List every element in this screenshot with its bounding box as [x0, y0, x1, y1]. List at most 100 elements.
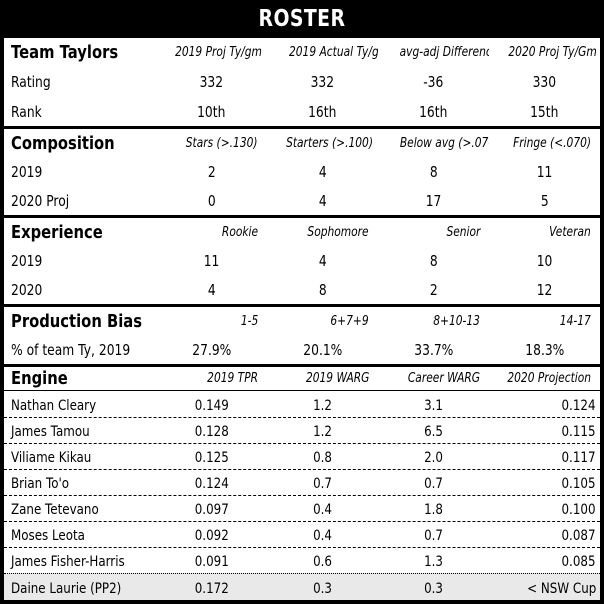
column-header: 2019 WARG — [305, 371, 369, 386]
column-header: Rookie — [221, 224, 258, 240]
cell-value: 0.3 — [424, 580, 443, 597]
row-label: 2020 — [11, 281, 43, 299]
column-header: avg-adj Difference — [399, 44, 489, 60]
section-label: Team Taylors — [11, 41, 119, 63]
column-header: 1-5 — [240, 313, 258, 329]
section-divider — [4, 364, 600, 367]
column-header: 2020 Projection — [507, 371, 592, 386]
cell-value: 11 — [203, 252, 220, 270]
table-row: 2019 11 4 8 10 — [4, 246, 600, 275]
player-name: Moses Leota — [11, 528, 85, 544]
column-header: 2019 Actual Ty/gm — [288, 44, 378, 60]
cell-value: 2 — [207, 163, 216, 181]
player-name: Zane Tetevano — [11, 502, 99, 518]
player-row: James Fisher-Harris 0.091 0.6 1.3 0.085 — [4, 547, 600, 573]
cell-value: 1.3 — [424, 554, 443, 570]
cell-value: 10 — [536, 252, 553, 270]
cell-value: 332 — [310, 73, 335, 91]
cell-value: 0.087 — [561, 528, 596, 544]
cell-value: 0.128 — [194, 424, 229, 440]
cell-value: 11 — [536, 163, 553, 181]
section-divider — [4, 304, 600, 307]
row-label: Rank — [11, 103, 42, 121]
cell-value: 17 — [425, 192, 442, 210]
cell-value: 33.7% — [413, 341, 454, 359]
player-name: James Tamou — [11, 424, 90, 440]
player-row: Moses Leota 0.092 0.4 0.7 0.087 — [4, 521, 600, 547]
player-name: Brian To'o — [11, 476, 70, 492]
cell-value: 0 — [207, 192, 216, 210]
cell-value: 0.7 — [424, 476, 443, 492]
column-header: Senior — [446, 224, 480, 240]
column-header: 8+10-13 — [433, 313, 480, 329]
cell-value: 8 — [318, 281, 327, 299]
cell-value: 6.5 — [424, 424, 443, 440]
cell-value: 1.2 — [313, 397, 332, 414]
table-row: Rank 10th 16th 16th 15th — [4, 97, 600, 126]
cell-value: 332 — [199, 73, 224, 91]
cell-value: 4 — [318, 192, 327, 210]
cell-value: 1.8 — [424, 502, 443, 518]
table-title-bar: ROSTER — [4, 0, 600, 38]
table-row: % of team Ty, 2019 27.9% 20.1% 33.7% 18.… — [4, 335, 600, 364]
cell-value: 4 — [207, 281, 216, 299]
cell-value: 16th — [308, 103, 337, 121]
column-header: 2019 TPR — [207, 371, 258, 386]
column-header: 2019 Proj Ty/gm — [175, 44, 262, 60]
cell-value: 0.149 — [194, 397, 229, 414]
player-row: Viliame Kikau 0.125 0.8 2.0 0.117 — [4, 443, 600, 469]
section-label: Production Bias — [11, 310, 143, 332]
cell-value: 5 — [540, 192, 549, 210]
cell-value: 4 — [318, 252, 327, 270]
cell-value: 0.8 — [313, 450, 332, 466]
column-header: Below avg (>.070) — [399, 135, 489, 151]
section-header-production-bias: Production Bias 1-5 6+7+9 8+10-13 14-17 — [4, 307, 600, 335]
cell-value: 20.1% — [302, 341, 343, 359]
cell-value: 1.2 — [313, 424, 332, 440]
column-header: Veteran — [549, 224, 591, 240]
cell-value: 0.172 — [194, 580, 229, 597]
cell-value: 18.3% — [524, 341, 565, 359]
cell-value: 0.6 — [313, 554, 332, 570]
cell-value: 0.105 — [561, 476, 596, 492]
column-header: Starters (>.100) — [286, 135, 373, 151]
player-row: Zane Tetevano 0.097 0.4 1.8 0.100 — [4, 495, 600, 521]
cell-value: 12 — [536, 281, 553, 299]
cell-value: 8 — [429, 252, 438, 270]
cell-value: 8 — [429, 163, 438, 181]
section-label: Experience — [11, 221, 103, 243]
section-divider — [4, 215, 600, 218]
section-header-engine: Engine 2019 TPR 2019 WARG Career WARG 20… — [4, 367, 600, 391]
player-name: Nathan Cleary — [11, 397, 97, 414]
cell-value: -36 — [423, 73, 444, 91]
table-row: 2019 2 4 8 11 — [4, 157, 600, 186]
cell-value: 0.100 — [561, 502, 596, 518]
table-row: Rating 332 332 -36 330 — [4, 66, 600, 97]
section-header-composition: Composition Stars (>.130) Starters (>.10… — [4, 129, 600, 157]
table-row: 2020 Proj 0 4 17 5 — [4, 186, 600, 215]
column-header: Stars (>.130) — [186, 135, 258, 151]
cell-value: 10th — [197, 103, 226, 121]
cell-value: 0.097 — [194, 502, 229, 518]
cell-value: < NSW Cup — [526, 580, 596, 597]
cell-value: 27.9% — [191, 341, 232, 359]
player-row: Brian To'o 0.124 0.7 0.7 0.105 — [4, 469, 600, 495]
column-header: 14-17 — [560, 313, 591, 329]
cell-value: 0.115 — [561, 424, 596, 440]
player-name: Viliame Kikau — [11, 450, 92, 466]
column-header: Career WARG — [407, 371, 480, 386]
cell-value: 0.125 — [194, 450, 229, 466]
section-header-team-taylors: Team Taylors 2019 Proj Ty/gm 2019 Actual… — [4, 38, 600, 66]
cell-value: 2 — [429, 281, 438, 299]
cell-value: 0.124 — [194, 476, 229, 492]
cell-value: 0.092 — [194, 528, 229, 544]
cell-value: 2.0 — [424, 450, 443, 466]
player-row-highlighted: Daine Laurie (PP2) 0.172 0.3 0.3 < NSW C… — [4, 573, 600, 600]
section-label: Composition — [11, 132, 115, 154]
player-row: James Tamou 0.128 1.2 6.5 0.115 — [4, 417, 600, 443]
section-label: Engine — [11, 368, 68, 389]
column-header: 6+7+9 — [330, 313, 369, 329]
column-header: Sophomore — [307, 224, 369, 240]
table-row: 2020 4 8 2 12 — [4, 275, 600, 304]
